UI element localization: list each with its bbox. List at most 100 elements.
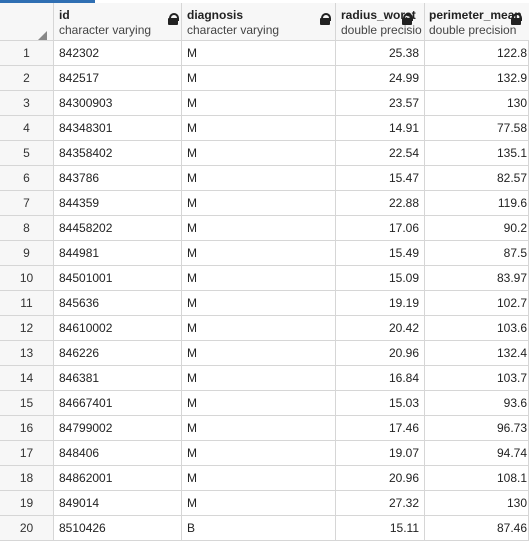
cell-diagnosis[interactable]: M	[182, 216, 336, 241]
table-row[interactable]: 20 8510426 B 15.11 87.46	[0, 516, 529, 541]
table-row[interactable]: 1 842302 M 25.38 122.8	[0, 41, 529, 66]
row-number[interactable]: 14	[0, 366, 54, 391]
table-row[interactable]: 3 84300903 M 23.57 130	[0, 91, 529, 116]
cell-id[interactable]: 84610002	[54, 316, 182, 341]
cell-id[interactable]: 84348301	[54, 116, 182, 141]
cell-id[interactable]: 846381	[54, 366, 182, 391]
cell-radius-worst[interactable]: 20.42	[336, 316, 425, 341]
cell-radius-worst[interactable]: 22.88	[336, 191, 425, 216]
cell-radius-worst[interactable]: 15.03	[336, 391, 425, 416]
cell-diagnosis[interactable]: M	[182, 91, 336, 116]
row-number[interactable]: 13	[0, 341, 54, 366]
column-header-perimeter-mean[interactable]: perimeter_mean double precision	[425, 3, 529, 41]
cell-id[interactable]: 84667401	[54, 391, 182, 416]
cell-id[interactable]: 844981	[54, 241, 182, 266]
cell-radius-worst[interactable]: 16.84	[336, 366, 425, 391]
cell-id[interactable]: 84501001	[54, 266, 182, 291]
cell-radius-worst[interactable]: 27.32	[336, 491, 425, 516]
table-row[interactable]: 2 842517 M 24.99 132.9	[0, 66, 529, 91]
table-row[interactable]: 17 848406 M 19.07 94.74	[0, 441, 529, 466]
row-number[interactable]: 9	[0, 241, 54, 266]
cell-diagnosis[interactable]: M	[182, 416, 336, 441]
cell-id[interactable]: 84799002	[54, 416, 182, 441]
cell-id[interactable]: 848406	[54, 441, 182, 466]
cell-id[interactable]: 84862001	[54, 466, 182, 491]
table-row[interactable]: 9 844981 M 15.49 87.5	[0, 241, 529, 266]
table-row[interactable]: 15 84667401 M 15.03 93.6	[0, 391, 529, 416]
row-number[interactable]: 19	[0, 491, 54, 516]
cell-perimeter-mean[interactable]: 132.4	[425, 341, 529, 366]
row-number[interactable]: 7	[0, 191, 54, 216]
cell-perimeter-mean[interactable]: 87.46	[425, 516, 529, 541]
cell-perimeter-mean[interactable]: 103.6	[425, 316, 529, 341]
cell-radius-worst[interactable]: 15.47	[336, 166, 425, 191]
cell-id[interactable]: 843786	[54, 166, 182, 191]
cell-diagnosis[interactable]: M	[182, 116, 336, 141]
row-number[interactable]: 18	[0, 466, 54, 491]
cell-radius-worst[interactable]: 17.46	[336, 416, 425, 441]
row-number[interactable]: 12	[0, 316, 54, 341]
cell-perimeter-mean[interactable]: 108.1	[425, 466, 529, 491]
cell-diagnosis[interactable]: M	[182, 316, 336, 341]
cell-radius-worst[interactable]: 15.09	[336, 266, 425, 291]
cell-diagnosis[interactable]: M	[182, 491, 336, 516]
cell-diagnosis[interactable]: M	[182, 366, 336, 391]
cell-radius-worst[interactable]: 15.49	[336, 241, 425, 266]
cell-perimeter-mean[interactable]: 130	[425, 491, 529, 516]
cell-perimeter-mean[interactable]: 82.57	[425, 166, 529, 191]
cell-radius-worst[interactable]: 23.57	[336, 91, 425, 116]
cell-perimeter-mean[interactable]: 122.8	[425, 41, 529, 66]
cell-id[interactable]: 845636	[54, 291, 182, 316]
cell-id[interactable]: 842302	[54, 41, 182, 66]
row-number[interactable]: 3	[0, 91, 54, 116]
cell-perimeter-mean[interactable]: 119.6	[425, 191, 529, 216]
row-number[interactable]: 16	[0, 416, 54, 441]
table-row[interactable]: 5 84358402 M 22.54 135.1	[0, 141, 529, 166]
cell-perimeter-mean[interactable]: 77.58	[425, 116, 529, 141]
cell-id[interactable]: 844359	[54, 191, 182, 216]
cell-diagnosis[interactable]: M	[182, 291, 336, 316]
row-number[interactable]: 2	[0, 66, 54, 91]
cell-id[interactable]: 84300903	[54, 91, 182, 116]
cell-perimeter-mean[interactable]: 102.7	[425, 291, 529, 316]
cell-diagnosis[interactable]: M	[182, 266, 336, 291]
table-row[interactable]: 8 84458202 M 17.06 90.2	[0, 216, 529, 241]
cell-perimeter-mean[interactable]: 96.73	[425, 416, 529, 441]
table-row[interactable]: 16 84799002 M 17.46 96.73	[0, 416, 529, 441]
row-number[interactable]: 5	[0, 141, 54, 166]
table-row[interactable]: 7 844359 M 22.88 119.6	[0, 191, 529, 216]
cell-id[interactable]: 8510426	[54, 516, 182, 541]
row-number[interactable]: 1	[0, 41, 54, 66]
cell-perimeter-mean[interactable]: 87.5	[425, 241, 529, 266]
column-header-id[interactable]: id character varying	[54, 3, 182, 41]
cell-perimeter-mean[interactable]: 103.7	[425, 366, 529, 391]
row-number[interactable]: 4	[0, 116, 54, 141]
cell-id[interactable]: 84458202	[54, 216, 182, 241]
cell-perimeter-mean[interactable]: 135.1	[425, 141, 529, 166]
row-number[interactable]: 10	[0, 266, 54, 291]
select-all-icon[interactable]	[38, 31, 47, 40]
table-row[interactable]: 19 849014 M 27.32 130	[0, 491, 529, 516]
table-row[interactable]: 6 843786 M 15.47 82.57	[0, 166, 529, 191]
table-row[interactable]: 4 84348301 M 14.91 77.58	[0, 116, 529, 141]
cell-diagnosis[interactable]: M	[182, 141, 336, 166]
row-number[interactable]: 15	[0, 391, 54, 416]
cell-perimeter-mean[interactable]: 83.97	[425, 266, 529, 291]
row-number[interactable]: 8	[0, 216, 54, 241]
cell-radius-worst[interactable]: 19.19	[336, 291, 425, 316]
cell-radius-worst[interactable]: 17.06	[336, 216, 425, 241]
cell-radius-worst[interactable]: 24.99	[336, 66, 425, 91]
cell-diagnosis[interactable]: M	[182, 391, 336, 416]
column-header-radius-worst[interactable]: radius_worst double precisio	[336, 3, 425, 41]
cell-id[interactable]: 84358402	[54, 141, 182, 166]
cell-diagnosis[interactable]: B	[182, 516, 336, 541]
cell-perimeter-mean[interactable]: 130	[425, 91, 529, 116]
table-row[interactable]: 12 84610002 M 20.42 103.6	[0, 316, 529, 341]
table-row[interactable]: 14 846381 M 16.84 103.7	[0, 366, 529, 391]
row-number[interactable]: 11	[0, 291, 54, 316]
column-header-diagnosis[interactable]: diagnosis character varying	[182, 3, 336, 41]
cell-diagnosis[interactable]: M	[182, 241, 336, 266]
row-number[interactable]: 20	[0, 516, 54, 541]
cell-diagnosis[interactable]: M	[182, 191, 336, 216]
cell-radius-worst[interactable]: 22.54	[336, 141, 425, 166]
